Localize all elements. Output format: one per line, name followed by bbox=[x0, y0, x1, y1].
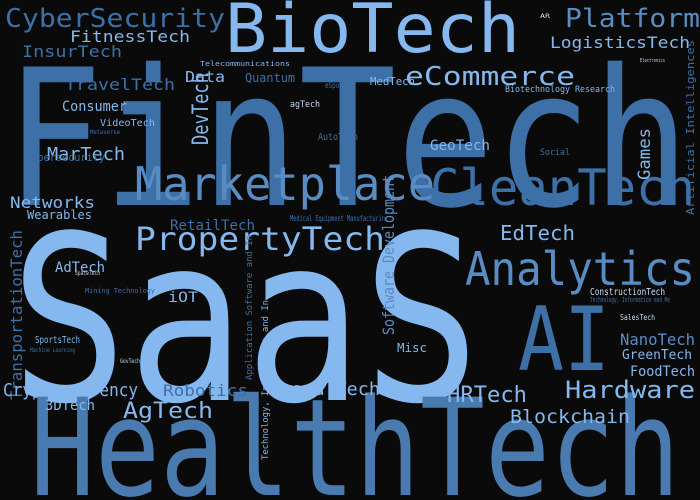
word: SalesTech bbox=[620, 313, 655, 322]
word: ConstructionTech bbox=[590, 287, 665, 298]
word: AI bbox=[518, 288, 610, 391]
word: Networks bbox=[10, 193, 95, 212]
word: Machine Learning bbox=[30, 347, 75, 354]
word: agTech bbox=[290, 100, 320, 110]
word: NanoTech bbox=[620, 330, 695, 349]
word: VideoTech bbox=[100, 118, 155, 129]
word: Marketplace bbox=[135, 157, 435, 211]
word: Games bbox=[635, 128, 655, 180]
word: Technology, Information and In bbox=[261, 300, 271, 460]
word: Misc bbox=[397, 341, 427, 355]
word: DevTech bbox=[189, 73, 214, 145]
word: Hardware bbox=[565, 376, 695, 404]
word: Wearables bbox=[27, 208, 92, 222]
word: RetailTech bbox=[170, 218, 255, 234]
word: Social bbox=[540, 148, 570, 158]
word: Cybersecurity bbox=[25, 151, 105, 164]
word: TravelTech bbox=[65, 75, 175, 94]
word: Artificial Intelligences bbox=[684, 40, 697, 215]
word: MarTech bbox=[47, 144, 125, 165]
word: GeoTech bbox=[430, 138, 490, 154]
word: GreenTech bbox=[622, 348, 692, 363]
word: GovTech bbox=[120, 358, 140, 365]
word: eCommerce bbox=[405, 62, 575, 92]
word: eSports bbox=[325, 81, 350, 90]
word: AgTech bbox=[123, 399, 213, 424]
word: TransportationTech bbox=[7, 230, 26, 400]
word: Consumer bbox=[62, 99, 127, 115]
word: BioTech bbox=[225, 0, 520, 69]
word: Software Development bbox=[379, 175, 398, 335]
word: Cryptocurrency bbox=[3, 380, 138, 401]
word: HRTech bbox=[447, 383, 527, 408]
word: AdTech bbox=[55, 260, 105, 276]
word: Analytics bbox=[465, 242, 695, 296]
word: Telecommunications bbox=[200, 60, 290, 68]
word: FitnessTech bbox=[70, 27, 190, 46]
word: Quantum bbox=[245, 71, 295, 85]
word: Biotechnology Research bbox=[505, 85, 615, 95]
word: Data bbox=[185, 68, 225, 86]
word: AutoTech bbox=[318, 132, 358, 143]
word: Application Software and In bbox=[245, 235, 255, 380]
word: MedTech bbox=[370, 75, 415, 88]
word: Metaverse bbox=[90, 129, 120, 136]
word: Medical Equipment Manufacturin bbox=[290, 214, 385, 223]
word: SportsTech bbox=[35, 335, 80, 346]
word: CleanTech bbox=[430, 159, 695, 217]
word: iOT bbox=[168, 290, 199, 306]
word: FoodTech bbox=[630, 364, 695, 380]
word: Technology, Information and Me bbox=[590, 296, 670, 304]
word: FinTech bbox=[5, 29, 690, 250]
word: SpaceTech bbox=[75, 270, 100, 277]
word: EdTech bbox=[500, 221, 575, 245]
word: SaaS bbox=[10, 188, 480, 455]
word: Platform bbox=[565, 4, 700, 34]
word: PropertyTech bbox=[135, 220, 385, 258]
word: AR bbox=[540, 13, 551, 20]
word: LegalTech bbox=[280, 379, 380, 400]
word: Electronics bbox=[640, 58, 665, 64]
word: InsurTech bbox=[22, 42, 122, 61]
word: Mining Technology bbox=[85, 287, 155, 295]
word: Robotics bbox=[163, 381, 248, 400]
word: CyberSecurity bbox=[5, 4, 225, 34]
word: LogisticsTech bbox=[550, 33, 690, 52]
word: 3DTech bbox=[45, 398, 95, 414]
word: HealthTech bbox=[30, 370, 680, 500]
word: Blockchain bbox=[510, 406, 630, 428]
